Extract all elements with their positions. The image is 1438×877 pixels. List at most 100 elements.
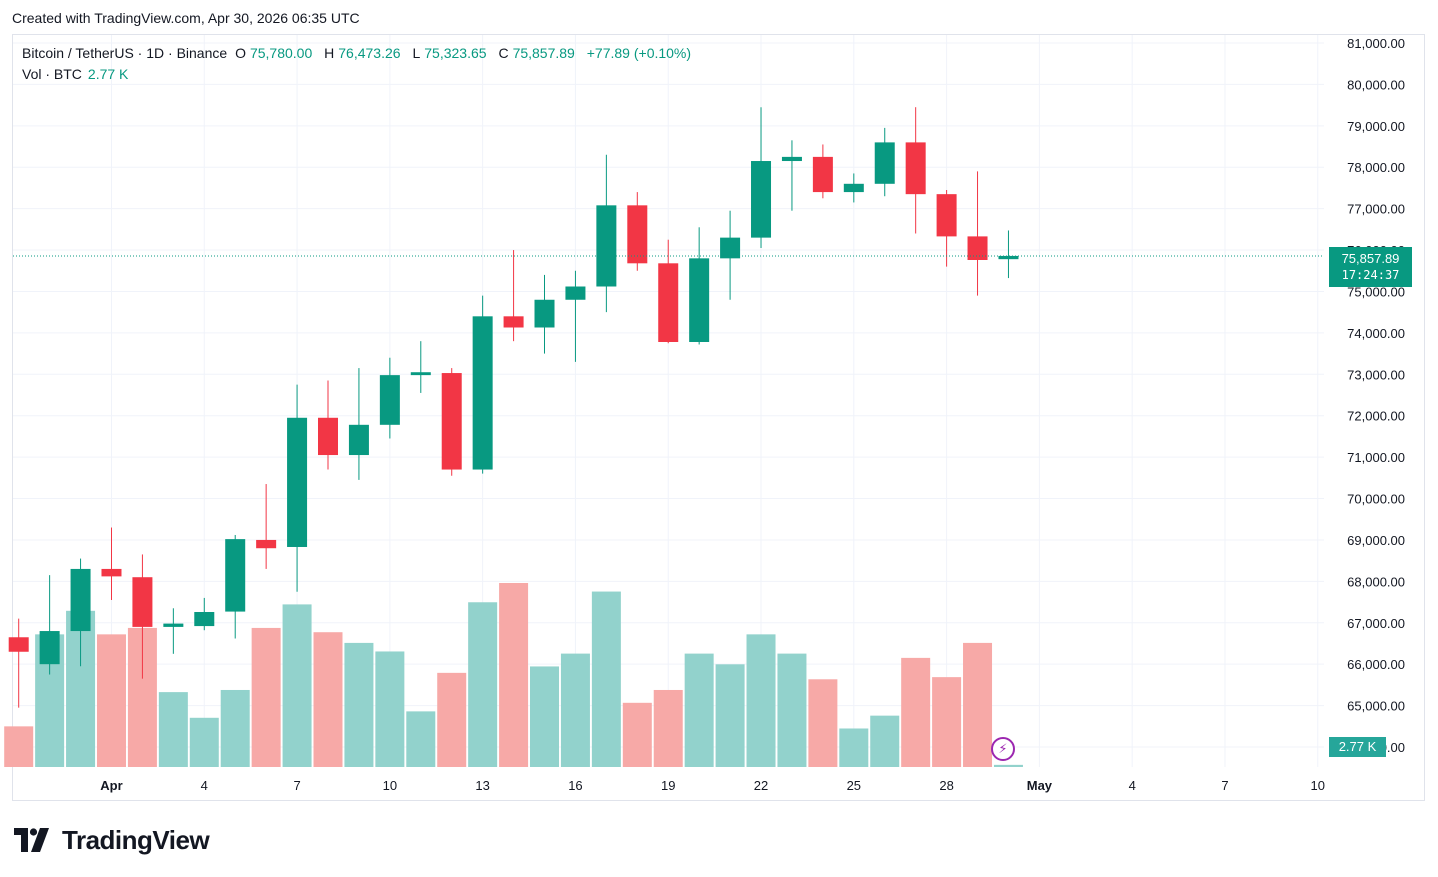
price-tick-label: 77,000.00 — [1347, 202, 1405, 217]
bar-countdown: 17:24:37 — [1341, 268, 1400, 282]
last-price-tag: 75,857.89 17:24:37 — [1329, 247, 1412, 287]
chart-frame[interactable] — [12, 34, 1425, 801]
volume-bar — [282, 604, 312, 767]
volume-bar — [653, 689, 683, 767]
price-tick-label: 70,000.00 — [1347, 492, 1405, 507]
candle-body — [441, 373, 462, 470]
candle-body — [503, 316, 524, 328]
time-tick-label: 19 — [661, 778, 675, 793]
volume-bar — [560, 653, 590, 767]
candle-body — [256, 539, 277, 549]
volume-bar — [344, 642, 374, 767]
volume-bar — [591, 591, 621, 767]
volume-bar — [4, 726, 34, 767]
price-tick-label: 66,000.00 — [1347, 657, 1405, 672]
tradingview-brand: TradingView — [14, 824, 210, 856]
candle-body — [596, 205, 617, 287]
price-tick-label: 65,000.00 — [1347, 699, 1405, 714]
volume-bar — [530, 666, 560, 767]
volume-bars — [4, 583, 1023, 767]
volume-bar — [313, 632, 343, 767]
candle-body — [751, 161, 772, 238]
volume-bar — [839, 728, 869, 767]
last-price-value: 75,857.89 — [1341, 251, 1400, 266]
time-tick-label: Apr — [100, 778, 122, 793]
volume-bar — [406, 711, 436, 767]
close-value: 75,857.89 — [512, 45, 575, 61]
candle-body — [658, 263, 679, 342]
price-tick-label: 74,000.00 — [1347, 326, 1405, 341]
volume-bar — [932, 677, 962, 767]
volume-bar — [777, 653, 807, 767]
candle-body — [627, 205, 648, 264]
volume-bar — [870, 715, 900, 767]
volume-bar — [375, 651, 405, 767]
price-tick-label: 72,000.00 — [1347, 409, 1405, 424]
lightning-icon[interactable]: ⚡ — [991, 737, 1015, 761]
chart-grid — [13, 35, 1324, 767]
symbol-legend: Bitcoin / TetherUS · 1D · Binance O 75,78… — [22, 45, 695, 61]
price-tick-label: 71,000.00 — [1347, 450, 1405, 465]
candle-body — [287, 417, 308, 547]
volume-bar — [499, 583, 529, 767]
time-tick-label: 28 — [939, 778, 953, 793]
volume-bar — [220, 689, 250, 767]
candle-body — [967, 236, 988, 260]
volume-bar — [468, 602, 498, 767]
candle-body — [843, 183, 864, 193]
volume-legend: Vol · BTC 2.77 K — [22, 66, 128, 82]
volume-bar — [684, 653, 714, 767]
candle-body — [132, 577, 153, 627]
tradingview-logo-icon — [14, 828, 49, 852]
symbol-name[interactable]: Bitcoin / TetherUS · 1D · Binance — [22, 45, 228, 61]
high-value: 76,473.26 — [338, 45, 401, 61]
time-tick-label: 10 — [383, 778, 397, 793]
volume-label[interactable]: Vol · BTC — [22, 66, 82, 82]
volume-bar — [993, 764, 1023, 767]
candle-body — [534, 299, 555, 328]
volume-bar — [715, 664, 745, 767]
volume-bar — [622, 702, 652, 767]
volume-bar — [746, 634, 776, 767]
open-value: 75,780.00 — [249, 45, 313, 61]
volume-bar — [189, 717, 219, 767]
volume-bar — [963, 642, 993, 767]
low-label: L — [412, 45, 421, 61]
candle-body — [936, 194, 957, 237]
volume-bar — [158, 692, 188, 767]
time-tick-label: 4 — [1129, 778, 1136, 793]
candle-body — [410, 372, 431, 376]
candle-body — [689, 258, 710, 342]
high-label: H — [324, 45, 335, 61]
brand-name: TradingView — [62, 824, 210, 855]
time-tick-label: 25 — [847, 778, 861, 793]
price-axis: 81,000.00 80,000.00 79,000.00 78,000.00 77,0… — [1347, 36, 1405, 755]
price-tick-label: 78,000.00 — [1347, 160, 1405, 175]
candle-body — [163, 623, 184, 627]
time-tick-label: 7 — [1221, 778, 1228, 793]
price-tick-label: 79,000.00 — [1347, 119, 1405, 134]
candle-body — [8, 637, 29, 652]
candles — [8, 107, 1019, 708]
price-tick-label: 68,000.00 — [1347, 574, 1405, 589]
price-tick-label: 67,000.00 — [1347, 616, 1405, 631]
time-tick-label: 16 — [568, 778, 582, 793]
time-tick-label: May — [1027, 778, 1053, 793]
volume-bar — [808, 679, 838, 767]
time-axis: Apr 4 7 10 13 16 19 22 25 28 May 4 7 10 — [100, 778, 1325, 793]
close-label: C — [498, 45, 509, 61]
candle-body — [379, 375, 400, 425]
volume-value: 2.77 K — [87, 66, 129, 82]
candle-body — [225, 539, 246, 612]
price-tick-label: 69,000.00 — [1347, 533, 1405, 548]
change-value: +77.89 (+0.10%) — [586, 45, 692, 61]
candle-body — [318, 417, 338, 456]
candle-body — [39, 631, 60, 665]
candle-body — [720, 237, 741, 259]
candle-body — [812, 156, 833, 193]
volume-bar — [96, 634, 126, 767]
candle-body — [348, 424, 369, 456]
time-tick-label: 7 — [293, 778, 300, 793]
price-tick-label: 81,000.00 — [1347, 36, 1405, 51]
